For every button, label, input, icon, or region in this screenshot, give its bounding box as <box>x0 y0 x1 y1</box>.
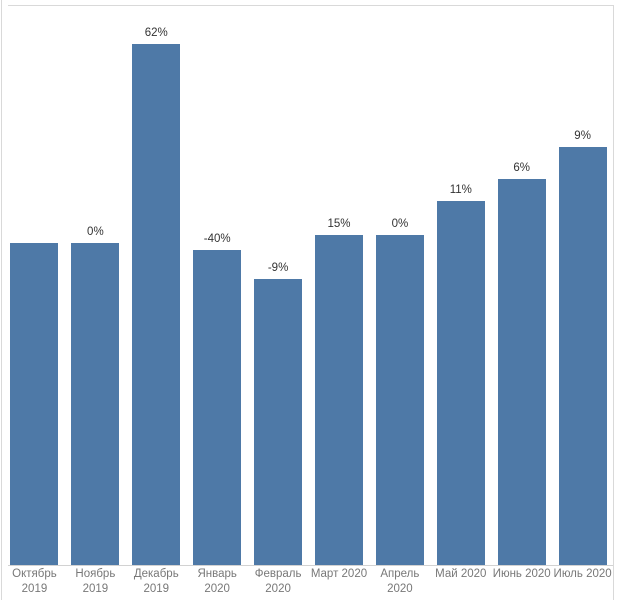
bar-value-label: 11% <box>449 184 472 196</box>
x-tick-label: Февраль 2020 <box>248 567 309 597</box>
x-axis-line <box>8 565 613 566</box>
bar-cell: 0% <box>65 5 126 565</box>
x-tick-label: Июль 2020 <box>552 567 613 597</box>
x-tick-line: Март 2020 <box>310 568 368 580</box>
x-tick-line: Июнь 2020 <box>492 568 551 580</box>
window-left-border <box>1 0 2 600</box>
bar-value-label: -9% <box>267 262 289 274</box>
bar-Декабрь 2019[interactable] <box>132 44 181 565</box>
bar-cell: 0% <box>369 5 430 565</box>
bar-Январь 2020[interactable] <box>193 250 242 565</box>
bar-Октябрь 2019[interactable] <box>10 243 59 565</box>
bar-Ноябрь 2019[interactable] <box>71 243 120 565</box>
x-tick-line: 2019 <box>82 583 109 595</box>
x-tick-line: Октябрь <box>12 568 57 580</box>
x-tick-line: Май 2020 <box>435 568 487 580</box>
x-tick-line: Ноябрь <box>75 568 116 580</box>
x-tick-label: Апрель 2020 <box>369 567 430 597</box>
bar-cell: -40% <box>187 5 248 565</box>
plot-area: 0% 62% -40% -9% 15% 0% 11% 6% 9% <box>4 5 613 565</box>
bar-cell <box>4 5 65 565</box>
bar-cell: -9% <box>248 5 309 565</box>
x-tick-line: Январь <box>197 568 237 580</box>
bar-Июнь 2020[interactable] <box>497 179 546 565</box>
x-tick-line: 2019 <box>21 583 48 595</box>
x-tick-label: Ноябрь 2019 <box>65 567 126 597</box>
bar-cell: 6% <box>491 5 552 565</box>
bar-Апрель 2020[interactable] <box>375 235 424 565</box>
x-tick-label: Май 2020 <box>430 567 491 597</box>
x-tick-label: Март 2020 <box>309 567 370 597</box>
bar-Май 2020[interactable] <box>436 201 485 565</box>
x-tick-label: Октябрь 2019 <box>4 567 65 597</box>
bar-Июль 2020[interactable] <box>558 147 607 565</box>
x-axis: Октябрь 2019 Ноябрь 2019 Декабрь 2019 Январь 20… <box>4 567 613 597</box>
x-tick-line: 2020 <box>204 583 230 595</box>
x-tick-line: Июль 2020 <box>553 568 612 580</box>
plot-right-border <box>613 5 614 600</box>
x-tick-line: 2020 <box>387 583 413 595</box>
bar-value-label: 0% <box>391 218 409 230</box>
x-tick-line: 2020 <box>265 583 291 595</box>
bar-cell: 15% <box>309 5 370 565</box>
bar-value-label: 62% <box>144 27 168 39</box>
x-tick-label: Июнь 2020 <box>491 567 552 597</box>
plot-top-border <box>8 5 613 6</box>
x-tick-line: 2019 <box>143 583 170 595</box>
bar-cell: 9% <box>552 5 613 565</box>
bar-value-label: 6% <box>513 162 531 174</box>
bar-value-label: 9% <box>574 130 591 142</box>
x-tick-line: Декабрь <box>133 568 179 580</box>
x-tick-line: Февраль <box>254 568 302 580</box>
bar-Март 2020[interactable] <box>314 235 363 565</box>
x-tick-label: Декабрь 2019 <box>126 567 187 597</box>
bar-Февраль 2020[interactable] <box>254 279 303 565</box>
bar-value-label: -40% <box>203 233 231 245</box>
bar-cell: 11% <box>430 5 491 565</box>
bar-value-label: 15% <box>327 218 351 230</box>
bar-cell: 62% <box>126 5 187 565</box>
x-tick-line: Апрель <box>380 568 420 580</box>
bar-value-label: 0% <box>87 226 104 238</box>
x-tick-label: Январь 2020 <box>187 567 248 597</box>
